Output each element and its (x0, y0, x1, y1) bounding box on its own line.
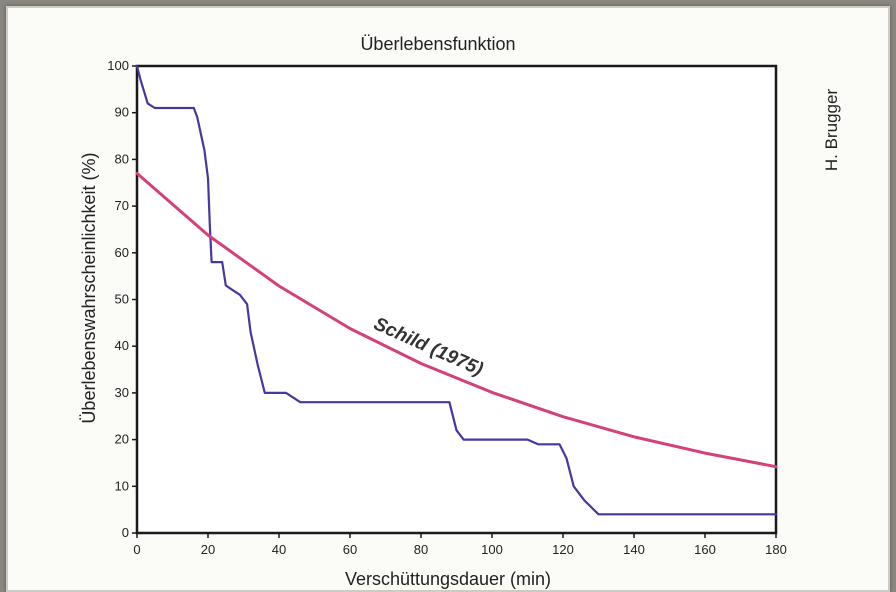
x-tick-label: 40 (272, 542, 286, 557)
x-tick-label: 0 (133, 542, 140, 557)
y-tick-label: 10 (115, 478, 129, 493)
series-layer (135, 64, 778, 516)
y-tick-label: 100 (107, 58, 129, 73)
y-tick-label: 40 (115, 338, 129, 353)
y-tick-label: 60 (115, 245, 129, 260)
y-axis-label: Überlebenswahrscheinlichkeit (%) (79, 152, 99, 423)
x-tick-label: 20 (201, 542, 215, 557)
y-axis: 0 10 20 30 40 50 60 70 80 90 100 (107, 58, 137, 540)
y-tick-label: 20 (115, 432, 129, 447)
x-tick-label: 60 (343, 542, 357, 557)
x-tick-label: 180 (765, 542, 787, 557)
x-tick-label: 80 (414, 542, 428, 557)
x-tick-label: 160 (694, 542, 716, 557)
x-axis: 0 20 40 60 80 100 120 140 160 180 (133, 533, 787, 557)
y-tick-label: 70 (115, 198, 129, 213)
empirical-survival-line (135, 64, 778, 516)
y-tick-label: 0 (122, 525, 129, 540)
chart-title: Überlebensfunktion (360, 34, 515, 54)
y-tick-label: 50 (115, 292, 129, 307)
schild-1975-line (135, 171, 778, 469)
author-label: H. Brugger (822, 89, 841, 172)
x-tick-label: 140 (623, 542, 645, 557)
x-axis-label: Verschüttungsdauer (min) (345, 569, 551, 589)
y-tick-label: 80 (115, 151, 129, 166)
x-tick-label: 100 (481, 542, 503, 557)
y-tick-label: 90 (115, 105, 129, 120)
y-tick-label: 30 (115, 385, 129, 400)
x-tick-label: 120 (552, 542, 574, 557)
plot-frame (135, 64, 778, 535)
